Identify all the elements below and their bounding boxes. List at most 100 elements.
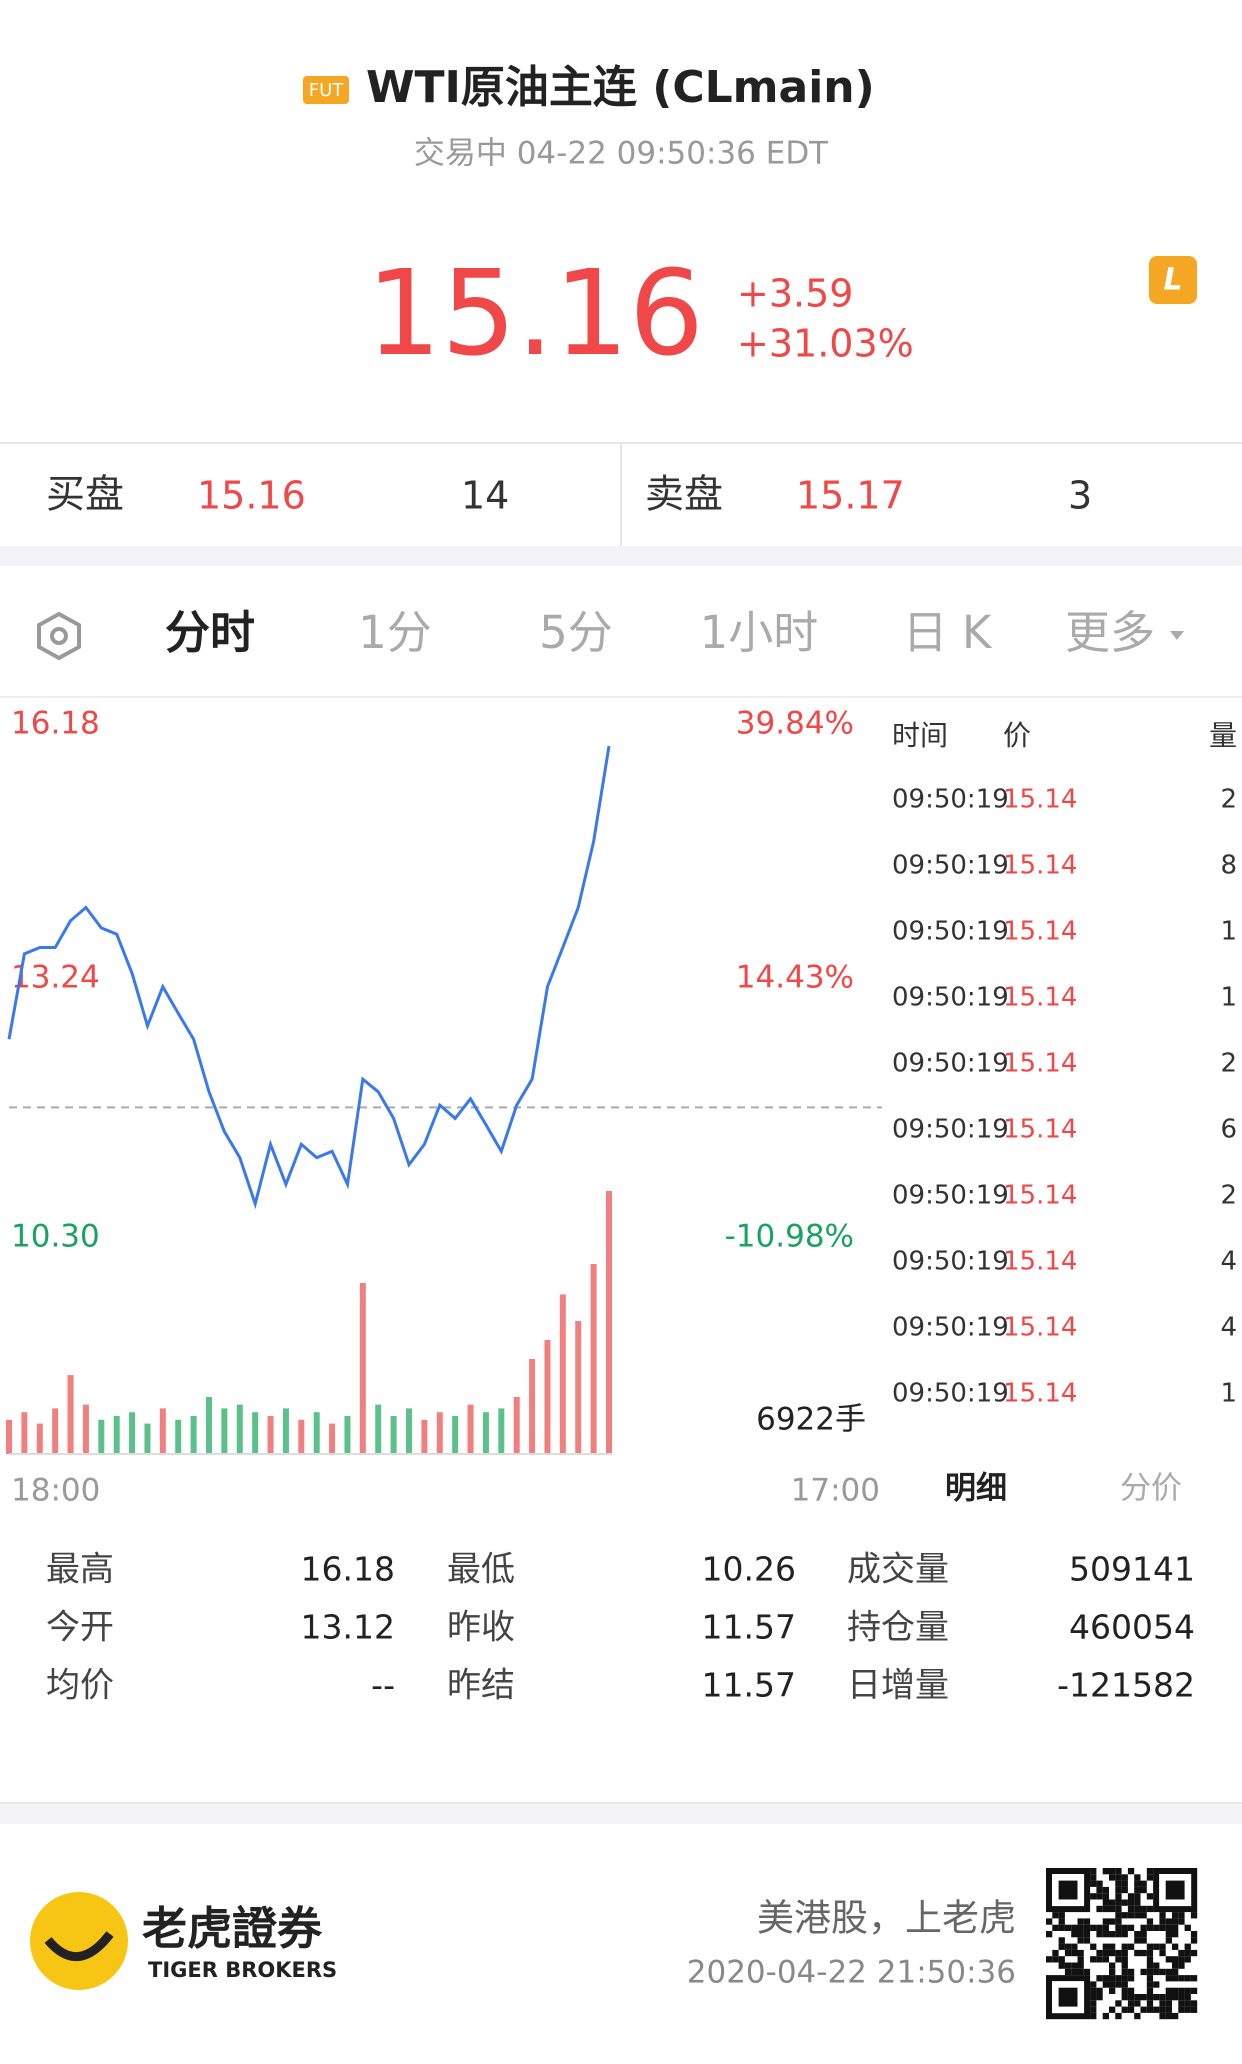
qr-cell bbox=[1127, 2006, 1135, 2013]
qr-cell bbox=[1102, 1886, 1109, 1894]
qr-cell bbox=[1109, 1987, 1116, 1994]
qr-cell bbox=[1121, 1968, 1128, 1976]
qr-cell bbox=[1102, 1931, 1109, 1938]
qr-cell bbox=[1077, 1968, 1084, 1976]
volume-bar bbox=[313, 1412, 320, 1454]
qr-cell bbox=[1090, 1880, 1097, 1887]
qr-cell bbox=[1159, 1912, 1166, 1919]
settings-icon[interactable] bbox=[37, 611, 81, 661]
qr-cell bbox=[1096, 1975, 1103, 1982]
trade-tab[interactable]: 明细 bbox=[945, 1471, 1007, 1507]
volume-max: 6922手 bbox=[756, 1402, 866, 1438]
stat-value: 460054 bbox=[1069, 1608, 1195, 1647]
qr-cell bbox=[1121, 1880, 1128, 1887]
volume-bar bbox=[175, 1419, 182, 1454]
volume-bar bbox=[467, 1404, 474, 1454]
trade-time: 09:50:19 bbox=[892, 1313, 1009, 1343]
qr-cell bbox=[1115, 1868, 1122, 1875]
qr-cell bbox=[1140, 2006, 1147, 2013]
qr-cell bbox=[1121, 1912, 1128, 1919]
qr-cell bbox=[1172, 1924, 1179, 1931]
qr-cell bbox=[1146, 1975, 1154, 1982]
tab[interactable]: 5分 bbox=[539, 606, 613, 659]
ask-size: 3 bbox=[1068, 474, 1092, 518]
y2-tick-label: 14.43% bbox=[736, 960, 854, 996]
qr-cell bbox=[1140, 1880, 1147, 1887]
tab[interactable]: 1分 bbox=[358, 606, 432, 659]
qr-cell bbox=[1109, 2006, 1116, 2013]
qr-cell bbox=[1052, 1949, 1059, 1957]
qr-cell bbox=[1140, 1994, 1147, 2001]
qr-cell bbox=[1064, 1943, 1072, 1950]
qr-cell bbox=[1121, 1987, 1128, 1994]
qr-cell bbox=[1153, 1962, 1160, 1969]
qr-cell bbox=[1134, 1912, 1141, 1919]
ask-label: 卖盘 bbox=[645, 473, 723, 518]
qr-cell bbox=[1159, 1994, 1166, 2001]
qr-cell bbox=[1058, 1937, 1065, 1944]
qr-cell bbox=[1172, 1987, 1179, 1994]
volume-bar bbox=[144, 1423, 151, 1454]
stat-label: 最高 bbox=[46, 1550, 114, 1590]
qr-cell bbox=[1178, 1987, 1185, 1994]
qr-cell bbox=[1165, 1968, 1172, 1976]
qr-cell bbox=[1127, 1994, 1135, 2001]
volume-bar bbox=[544, 1340, 551, 1454]
qr-cell bbox=[1109, 1899, 1116, 1906]
trade-price: 15.14 bbox=[1003, 917, 1077, 947]
qr-cell bbox=[1096, 1949, 1103, 1957]
stat-value: 10.26 bbox=[702, 1550, 796, 1589]
l2-icon[interactable] bbox=[1149, 256, 1197, 304]
qr-cell bbox=[1140, 1905, 1147, 1913]
stat-label: 均价 bbox=[46, 1666, 114, 1706]
qr-cell bbox=[1146, 1918, 1154, 1925]
y-tick-label: 13.24 bbox=[11, 960, 100, 996]
tab[interactable]: 分时 bbox=[165, 606, 255, 659]
trade-price: 15.14 bbox=[1003, 1049, 1077, 1079]
volume-bar bbox=[267, 1416, 274, 1454]
qr-cell bbox=[1159, 1943, 1166, 1950]
qr-cell bbox=[1172, 1956, 1179, 1963]
qr-cell bbox=[1058, 1918, 1065, 1925]
qr-cell bbox=[1096, 1893, 1103, 1900]
qr-cell bbox=[1096, 1987, 1103, 1994]
qr-cell bbox=[1102, 1956, 1109, 1963]
qr-finder-core bbox=[1165, 1880, 1185, 1900]
price-line bbox=[7, 745, 611, 1210]
qr-cell bbox=[1115, 1893, 1122, 1900]
qr-cell bbox=[1134, 1886, 1141, 1894]
qr-cell bbox=[1115, 1886, 1122, 1894]
trade-tab[interactable]: 分价 bbox=[1120, 1471, 1182, 1507]
qr-cell bbox=[1052, 1912, 1059, 1919]
tab[interactable]: 日 K bbox=[903, 606, 993, 659]
qr-cell bbox=[1165, 1937, 1172, 1944]
qr-cell bbox=[1064, 1962, 1072, 1969]
y2-tick-label: -10.98% bbox=[725, 1219, 854, 1255]
qr-cell bbox=[1165, 1956, 1172, 1963]
status: 交易中 04-22 09:50:36 EDT bbox=[414, 136, 829, 172]
qr-cell bbox=[1102, 1949, 1109, 1957]
qr-cell bbox=[1090, 1868, 1097, 1875]
qr-finder bbox=[1046, 1868, 1091, 1913]
tab[interactable]: 更多 bbox=[1065, 606, 1155, 659]
qr-cell bbox=[1146, 1949, 1154, 1957]
qr-cell bbox=[1064, 1924, 1072, 1931]
qr-cell bbox=[1109, 1905, 1116, 1913]
qr-cell bbox=[1090, 1893, 1097, 1900]
qr-cell bbox=[1178, 1975, 1185, 1982]
qr-cell bbox=[1140, 1949, 1147, 1957]
qr-cell bbox=[1140, 1931, 1147, 1938]
qr-cell bbox=[1184, 1943, 1191, 1950]
qr-cell bbox=[1077, 1962, 1084, 1969]
qr-cell bbox=[1172, 1962, 1179, 1969]
qr-cell bbox=[1134, 1994, 1141, 2001]
trade-time: 09:50:19 bbox=[892, 1181, 1009, 1211]
volume-bar bbox=[421, 1419, 428, 1454]
tab[interactable]: 1小时 bbox=[700, 606, 819, 659]
qr-cell bbox=[1153, 1924, 1160, 1931]
qr-cell bbox=[1165, 2012, 1172, 2020]
qr-cell bbox=[1083, 1931, 1091, 1938]
qr-cell bbox=[1140, 1937, 1147, 1944]
qr-cell bbox=[1121, 1899, 1128, 1906]
